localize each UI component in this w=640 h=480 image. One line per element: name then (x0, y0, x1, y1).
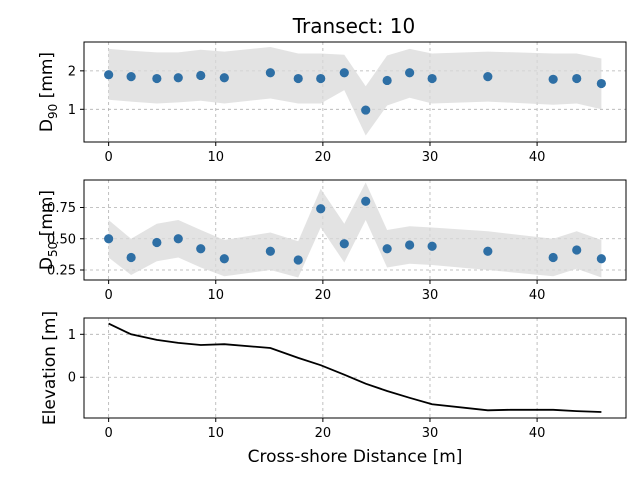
axes-frame (83, 179, 627, 281)
data-point (427, 241, 437, 251)
y-tick-label: 1 (68, 328, 76, 343)
x-tick-label: 20 (315, 288, 332, 303)
data-point (104, 234, 114, 244)
data-point (361, 105, 371, 115)
data-point (293, 73, 303, 84)
data-point (316, 204, 326, 214)
x-tick-label: 0 (104, 150, 112, 165)
x-tick-label: 0 (104, 426, 112, 441)
data-point (126, 72, 136, 82)
data-point (596, 254, 606, 264)
x-tick-label: 40 (529, 426, 546, 441)
data-point (382, 75, 392, 86)
data-point (126, 252, 136, 263)
data-point (548, 252, 558, 263)
data-point (382, 244, 392, 254)
uncertainty-band (108, 47, 602, 136)
d90_panel: 0 10 20 30 40 1 2 D90 [mm] (37, 41, 627, 165)
data-point (104, 70, 114, 80)
x-tick-label: 10 (207, 288, 224, 303)
y-axis-label-unit: [mm] (37, 190, 57, 242)
elevation_panel: 0 10 20 30 40 0 1 Elevation [m] Cross-shore Dist… (40, 311, 627, 467)
data-point (339, 239, 349, 249)
data-point (548, 74, 558, 84)
y-axis-label-main: D (37, 119, 57, 132)
x-tick-label: 0 (104, 288, 112, 303)
data-point (572, 245, 582, 255)
data-point (405, 68, 415, 78)
x-tick-label: 40 (529, 150, 546, 165)
data-point (483, 246, 493, 256)
data-point (152, 237, 162, 248)
x-tick-label: 30 (422, 288, 439, 303)
data-point (339, 68, 349, 78)
x-axis-label: Cross-shore Distance [m] (248, 447, 463, 467)
x-tick-label: 30 (422, 426, 439, 441)
data-point (173, 73, 183, 83)
y-axis-label: D50 [mm] (37, 190, 60, 270)
y-axis-label-main: D (37, 257, 57, 270)
data-point (483, 72, 493, 82)
data-point (196, 70, 206, 81)
y-tick-label: 0.75 (47, 201, 76, 216)
y-axis-label-subscript: 50 (46, 242, 60, 257)
y-tick-label: 0.50 (47, 232, 76, 247)
data-point (572, 73, 582, 84)
data-point (219, 254, 229, 264)
y-axis-label-unit: [mm] (37, 52, 57, 104)
data-point (152, 73, 162, 84)
uncertainty-band (108, 182, 602, 278)
y-axis-label-subscript: 90 (46, 104, 60, 119)
x-tick-label: 20 (315, 426, 332, 441)
data-point (196, 244, 206, 254)
data-point (265, 246, 275, 256)
x-tick-label: 30 (422, 150, 439, 165)
data-point (293, 255, 303, 265)
data-point (219, 73, 229, 83)
elevation-line (108, 322, 602, 413)
x-tick-label: 10 (207, 426, 224, 441)
x-tick-label: 40 (529, 288, 546, 303)
y-axis-label: D90 [mm] (37, 52, 60, 132)
axes-frame (83, 41, 627, 143)
y-tick-label: 0.25 (47, 264, 76, 279)
data-point (427, 73, 437, 84)
data-point (596, 78, 606, 89)
data-point (265, 68, 275, 78)
data-point (361, 196, 371, 206)
data-point (405, 240, 415, 250)
y-axis-label: Elevation [m] (40, 311, 60, 425)
data-point (316, 73, 326, 84)
x-tick-label: 20 (315, 150, 332, 165)
y-tick-label: 2 (68, 64, 76, 79)
axes-frame (83, 317, 627, 419)
x-tick-label: 10 (207, 150, 224, 165)
data-point (173, 234, 183, 244)
y-tick-label: 1 (68, 103, 76, 118)
y-tick-label: 0 (68, 371, 76, 386)
figure-title: Transect: 10 (292, 14, 416, 38)
